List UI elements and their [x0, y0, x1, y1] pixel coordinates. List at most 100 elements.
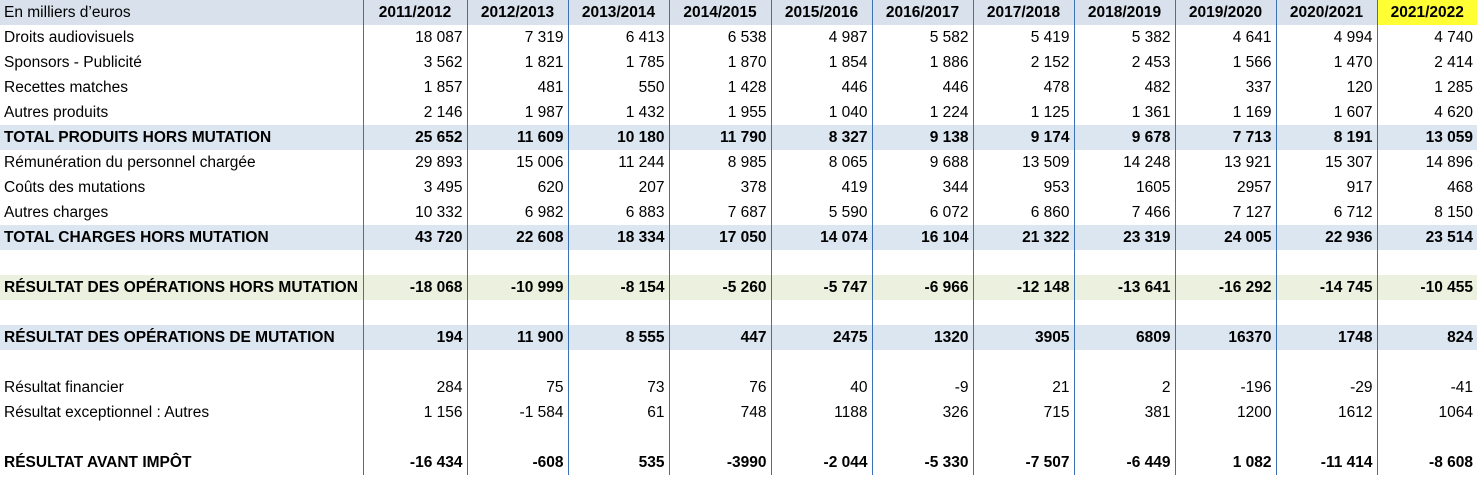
- value-cell: 15 006: [466, 150, 568, 175]
- value-cell: -14 745: [1275, 275, 1377, 300]
- value-cell: -1 584: [466, 400, 568, 425]
- value-cell: 11 900: [466, 325, 568, 350]
- value-cell: [1174, 350, 1276, 375]
- value-cell: 7 127: [1174, 200, 1276, 225]
- value-cell: [770, 250, 872, 275]
- row-label: [0, 250, 363, 275]
- year-header: 2018/2019: [1073, 0, 1175, 25]
- row-label: [0, 350, 363, 375]
- value-cell: 824: [1376, 325, 1477, 350]
- value-cell: 6 860: [972, 200, 1074, 225]
- row-label: [0, 300, 363, 325]
- value-cell: 5 590: [770, 200, 872, 225]
- value-cell: -8 608: [1376, 450, 1477, 475]
- value-cell: 11 244: [567, 150, 669, 175]
- value-cell: 1 125: [972, 100, 1074, 125]
- value-cell: 284: [362, 375, 467, 400]
- value-cell: [668, 425, 771, 450]
- value-cell: 447: [668, 325, 771, 350]
- value-cell: [770, 300, 872, 325]
- spacer-row: [0, 425, 1477, 450]
- value-cell: [1275, 300, 1377, 325]
- value-cell: 1 432: [567, 100, 669, 125]
- value-cell: 550: [567, 75, 669, 100]
- value-cell: [770, 350, 872, 375]
- year-header: 2019/2020: [1174, 0, 1276, 25]
- value-cell: -608: [466, 450, 568, 475]
- year-header: 2015/2016: [770, 0, 872, 25]
- table-row: Résultat financier 284 75 73 76 40 -9 21 2 -196 -2…: [0, 375, 1477, 400]
- row-label: RÉSULTAT AVANT IMPÔT: [4, 454, 192, 471]
- value-cell: 43 720: [362, 225, 467, 250]
- value-cell: 29 893: [362, 150, 467, 175]
- row-label: [0, 425, 363, 450]
- value-cell: 6 072: [871, 200, 973, 225]
- value-cell: 1 821: [466, 50, 568, 75]
- header-row: En milliers d’euros 2011/2012 2012/2013 …: [0, 0, 1477, 25]
- value-cell: 1612: [1275, 400, 1377, 425]
- value-cell: 5 382: [1073, 25, 1175, 50]
- value-cell: [466, 300, 568, 325]
- value-cell: [362, 250, 467, 275]
- value-cell: 6 538: [668, 25, 771, 50]
- value-cell: 6 883: [567, 200, 669, 225]
- value-cell: 8 150: [1376, 200, 1477, 225]
- value-cell: 194: [362, 325, 467, 350]
- value-cell: [668, 300, 771, 325]
- value-cell: 1 169: [1174, 100, 1276, 125]
- row-label: Résultat financier: [4, 379, 124, 396]
- value-cell: [972, 250, 1074, 275]
- value-cell: 1 040: [770, 100, 872, 125]
- table-row: Résultat exceptionnel : Autres 1 156 -1 58…: [0, 400, 1477, 425]
- value-cell: 25 652: [362, 125, 467, 150]
- year-header: 2013/2014: [567, 0, 669, 25]
- value-cell: 61: [567, 400, 669, 425]
- value-cell: 1 870: [668, 50, 771, 75]
- value-cell: 1 854: [770, 50, 872, 75]
- table-row: RÉSULTAT DES OPÉRATIONS DE MUTATION 194 11…: [0, 325, 1477, 350]
- value-cell: 1 886: [871, 50, 973, 75]
- value-cell: [972, 425, 1074, 450]
- value-cell: [668, 350, 771, 375]
- year-header: 2011/2012: [362, 0, 467, 25]
- value-cell: [567, 425, 669, 450]
- row-label: Rémunération du personnel chargée: [4, 154, 256, 171]
- value-cell: [1275, 250, 1377, 275]
- value-cell: 120: [1275, 75, 1377, 100]
- row-label: Autres charges: [4, 204, 109, 221]
- table-row: Coûts des mutations 3 495 620 207 378 419 344 9…: [0, 175, 1477, 200]
- value-cell: 11 790: [668, 125, 771, 150]
- value-cell: [1174, 300, 1276, 325]
- value-cell: [1376, 425, 1477, 450]
- value-cell: 9 678: [1073, 125, 1175, 150]
- table-row: Recettes matches 1 857 481 550 1 428 446 446 47…: [0, 75, 1477, 100]
- value-cell: 378: [668, 175, 771, 200]
- value-cell: 535: [567, 450, 669, 475]
- value-cell: 748: [668, 400, 771, 425]
- value-cell: 14 074: [770, 225, 872, 250]
- value-cell: 1064: [1376, 400, 1477, 425]
- value-cell: 8 327: [770, 125, 872, 150]
- value-cell: 481: [466, 75, 568, 100]
- value-cell: -9: [871, 375, 973, 400]
- value-cell: 8 985: [668, 150, 771, 175]
- value-cell: -16 292: [1174, 275, 1276, 300]
- year-header: 2017/2018: [972, 0, 1074, 25]
- value-cell: 8 191: [1275, 125, 1377, 150]
- value-cell: -2 044: [770, 450, 872, 475]
- value-cell: 5 419: [972, 25, 1074, 50]
- value-cell: 13 059: [1376, 125, 1477, 150]
- value-cell: 1 987: [466, 100, 568, 125]
- value-cell: 1320: [871, 325, 973, 350]
- value-cell: -5 747: [770, 275, 872, 300]
- value-cell: 7 319: [466, 25, 568, 50]
- value-cell: 4 620: [1376, 100, 1477, 125]
- value-cell: 18 334: [567, 225, 669, 250]
- value-cell: [1275, 350, 1377, 375]
- value-cell: 1188: [770, 400, 872, 425]
- value-cell: 11 609: [466, 125, 568, 150]
- value-cell: [972, 350, 1074, 375]
- value-cell: [871, 300, 973, 325]
- value-cell: [972, 300, 1074, 325]
